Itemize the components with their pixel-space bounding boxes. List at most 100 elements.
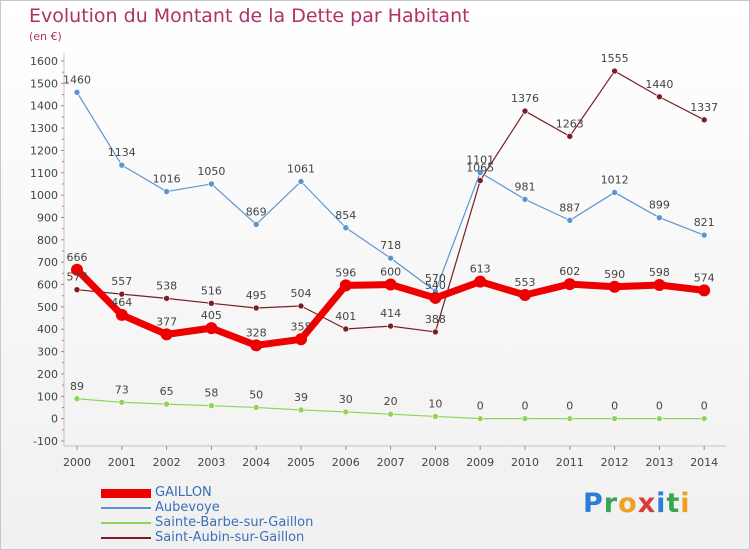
y-tick-label: 900 bbox=[37, 211, 58, 224]
series-point-0 bbox=[653, 278, 666, 291]
data-label-3: 538 bbox=[156, 279, 177, 292]
series-point-3 bbox=[611, 67, 618, 75]
data-label-3: 1555 bbox=[601, 52, 629, 65]
data-label-0: 596 bbox=[335, 266, 356, 279]
series-point-3 bbox=[297, 302, 305, 310]
series-point-2 bbox=[297, 406, 305, 414]
y-tick-label: 300 bbox=[37, 346, 58, 359]
y-tick-label: 1100 bbox=[30, 167, 58, 180]
data-label-3: 388 bbox=[425, 313, 446, 326]
data-label-0: 590 bbox=[604, 268, 625, 281]
data-label-2: 0 bbox=[611, 400, 618, 413]
legend-label: Saint-Aubin-sur-Gaillon bbox=[155, 530, 305, 545]
logo-letter: t bbox=[666, 488, 681, 519]
series-point-0 bbox=[115, 308, 128, 321]
data-label-1: 1134 bbox=[108, 146, 136, 159]
series-point-0 bbox=[474, 275, 487, 288]
series-point-3 bbox=[163, 295, 170, 302]
data-label-1: 899 bbox=[649, 199, 670, 212]
data-label-1: 1050 bbox=[197, 165, 225, 178]
data-label-2: 39 bbox=[294, 391, 308, 404]
data-label-2: 89 bbox=[70, 380, 84, 393]
series-point-1 bbox=[208, 180, 215, 188]
series-point-1 bbox=[297, 178, 305, 185]
data-label-0: 540 bbox=[425, 279, 446, 292]
legend-swatch bbox=[101, 537, 151, 539]
y-tick-label: 200 bbox=[37, 368, 58, 381]
logo-letter: i bbox=[656, 488, 667, 519]
series-point-2 bbox=[656, 415, 663, 422]
series-point-0 bbox=[563, 278, 576, 291]
series-point-3 bbox=[342, 325, 350, 333]
data-label-0: 602 bbox=[559, 265, 580, 278]
data-label-3: 1065 bbox=[466, 162, 494, 175]
data-label-0: 377 bbox=[156, 315, 177, 328]
data-label-1: 887 bbox=[559, 201, 580, 214]
data-label-2: 0 bbox=[656, 400, 663, 413]
x-tick-label: 2006 bbox=[332, 456, 360, 469]
series-point-1 bbox=[476, 169, 484, 176]
y-tick-label: 400 bbox=[37, 323, 58, 336]
series-point-1 bbox=[342, 224, 350, 232]
x-tick-label: 2003 bbox=[197, 456, 225, 469]
series-point-1 bbox=[73, 88, 81, 96]
data-label-2: 0 bbox=[566, 400, 573, 413]
series-point-1 bbox=[566, 217, 574, 224]
data-label-3: 401 bbox=[335, 310, 356, 323]
series-point-2 bbox=[566, 415, 574, 422]
logo-letter: r bbox=[603, 488, 619, 519]
x-tick-label: 2013 bbox=[645, 456, 673, 469]
series-point-3 bbox=[521, 107, 529, 115]
legend-swatch bbox=[101, 522, 151, 524]
data-label-0: 666 bbox=[67, 251, 88, 264]
series-point-1 bbox=[700, 231, 708, 239]
data-label-3: 504 bbox=[291, 287, 312, 300]
series-point-0 bbox=[384, 278, 397, 291]
series-point-0 bbox=[295, 333, 307, 346]
x-tick-label: 2000 bbox=[63, 456, 91, 469]
data-label-0: 553 bbox=[515, 276, 536, 289]
data-label-2: 58 bbox=[204, 387, 218, 400]
series-point-3 bbox=[118, 290, 126, 298]
data-label-3: 1337 bbox=[690, 101, 718, 114]
data-label-2: 0 bbox=[701, 400, 708, 413]
data-label-2: 10 bbox=[428, 397, 442, 410]
series-point-2 bbox=[118, 399, 126, 406]
y-tick-label: 500 bbox=[37, 301, 58, 314]
data-label-0: 600 bbox=[380, 266, 401, 279]
series-point-0 bbox=[71, 263, 83, 276]
data-label-3: 577 bbox=[67, 271, 88, 284]
series-point-1 bbox=[163, 188, 170, 195]
x-tick-label: 2004 bbox=[242, 456, 270, 469]
series-point-2 bbox=[387, 410, 394, 418]
x-tick-label: 2002 bbox=[153, 456, 181, 469]
y-tick-label: 1000 bbox=[30, 189, 58, 202]
chart-unit: (en €) bbox=[29, 30, 62, 43]
proxiti-logo: Proxiti bbox=[583, 488, 691, 519]
data-label-0: 328 bbox=[246, 326, 267, 339]
data-label-1: 1016 bbox=[153, 173, 181, 186]
data-label-1: 854 bbox=[335, 209, 356, 222]
series-point-0 bbox=[608, 280, 621, 293]
y-tick-label: 1500 bbox=[30, 77, 58, 90]
series-point-0 bbox=[205, 322, 218, 335]
series-point-2 bbox=[163, 400, 170, 408]
x-tick-label: 2010 bbox=[511, 456, 539, 469]
series-point-3 bbox=[73, 286, 81, 293]
data-label-3: 557 bbox=[111, 275, 132, 288]
series-point-0 bbox=[519, 289, 531, 302]
series-point-3 bbox=[252, 304, 260, 312]
data-label-3: 516 bbox=[201, 284, 222, 297]
data-label-1: 570 bbox=[425, 272, 446, 285]
legend-label: Aubevoye bbox=[155, 500, 220, 515]
y-tick-label: 600 bbox=[37, 279, 58, 292]
series-point-1 bbox=[118, 161, 126, 169]
series-point-0 bbox=[250, 339, 263, 352]
y-tick-label: 1300 bbox=[30, 122, 58, 135]
legend-label: Sainte-Barbe-sur-Gaillon bbox=[155, 515, 314, 530]
y-tick-label: -100 bbox=[33, 435, 58, 448]
data-label-3: 1440 bbox=[645, 78, 673, 91]
series-point-2 bbox=[611, 415, 618, 422]
data-label-1: 821 bbox=[694, 216, 715, 229]
